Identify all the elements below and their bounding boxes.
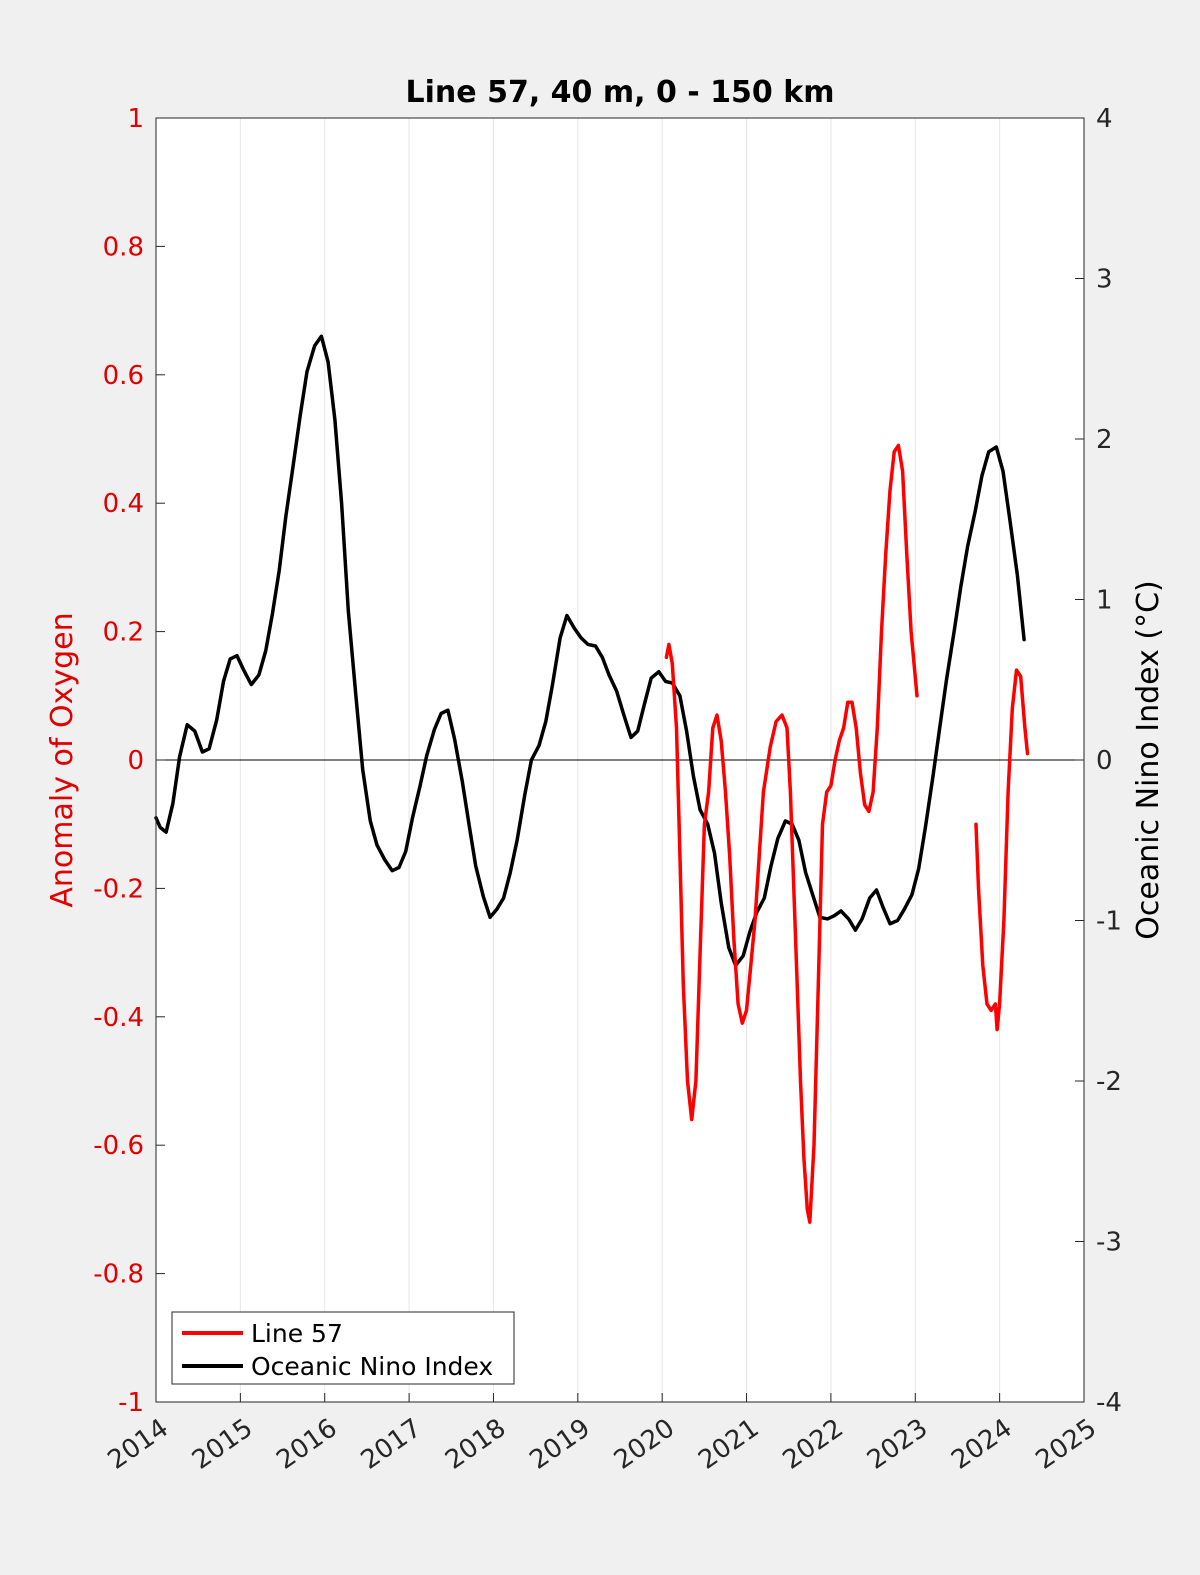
- legend-box: [171, 1311, 515, 1385]
- legend-label-oni: Oceanic Nino Index: [251, 1352, 493, 1381]
- left-tick-label-0.4: 0.4: [103, 489, 144, 519]
- left-tick-label--0.8: -0.8: [93, 1260, 144, 1290]
- right-tick-label--3: -3: [1096, 1228, 1122, 1258]
- left-tick-label--1: -1: [118, 1388, 144, 1418]
- left-tick-label-1: 1: [127, 104, 144, 134]
- left-axis-ticks: -1 -0.8 -0.6 -0.4 -0.2 0 0.2 0.4 0.6 0.8 1: [93, 104, 165, 1418]
- left-axis-label: Anomaly of Oxygen: [45, 612, 80, 907]
- right-tick-label-1: 1: [1096, 586, 1113, 616]
- left-tick-label--0.2: -0.2: [93, 874, 144, 904]
- series-line-line-57-segment-2: [974, 668, 1030, 1032]
- left-tick-label-0.8: 0.8: [103, 232, 144, 262]
- right-tick-label--1: -1: [1096, 907, 1122, 937]
- left-tick-label-0.2: 0.2: [103, 618, 144, 648]
- right-axis-label: Oceanic Nino Index (°C): [1131, 580, 1166, 940]
- left-tick-label-0.6: 0.6: [103, 361, 144, 391]
- left-tick-label-0: 0: [127, 746, 144, 776]
- right-tick-label-3: 3: [1096, 265, 1113, 295]
- left-tick-label--0.4: -0.4: [93, 1003, 144, 1033]
- legend: Line 57 Oceanic Nino Index: [171, 1311, 515, 1385]
- right-tick-label-0: 0: [1096, 746, 1113, 776]
- left-tick-label--0.6: -0.6: [93, 1131, 144, 1161]
- right-tick-label--4: -4: [1096, 1388, 1122, 1418]
- series-line-oceanic-nino-index-segment-1: [154, 334, 1026, 968]
- right-tick-label-2: 2: [1096, 425, 1113, 455]
- right-axis-ticks: -4 -3 -2 -1 0 1 2 3 4: [1075, 104, 1122, 1418]
- series-line-line-57-segment-1: [664, 443, 919, 1224]
- right-tick-label-4: 4: [1096, 104, 1113, 134]
- series-layer: [154, 334, 1030, 1224]
- legend-label-line57: Line 57: [251, 1319, 343, 1348]
- chart-title: Line 57, 40 m, 0 - 150 km: [406, 75, 835, 110]
- right-tick-label--2: -2: [1096, 1067, 1122, 1097]
